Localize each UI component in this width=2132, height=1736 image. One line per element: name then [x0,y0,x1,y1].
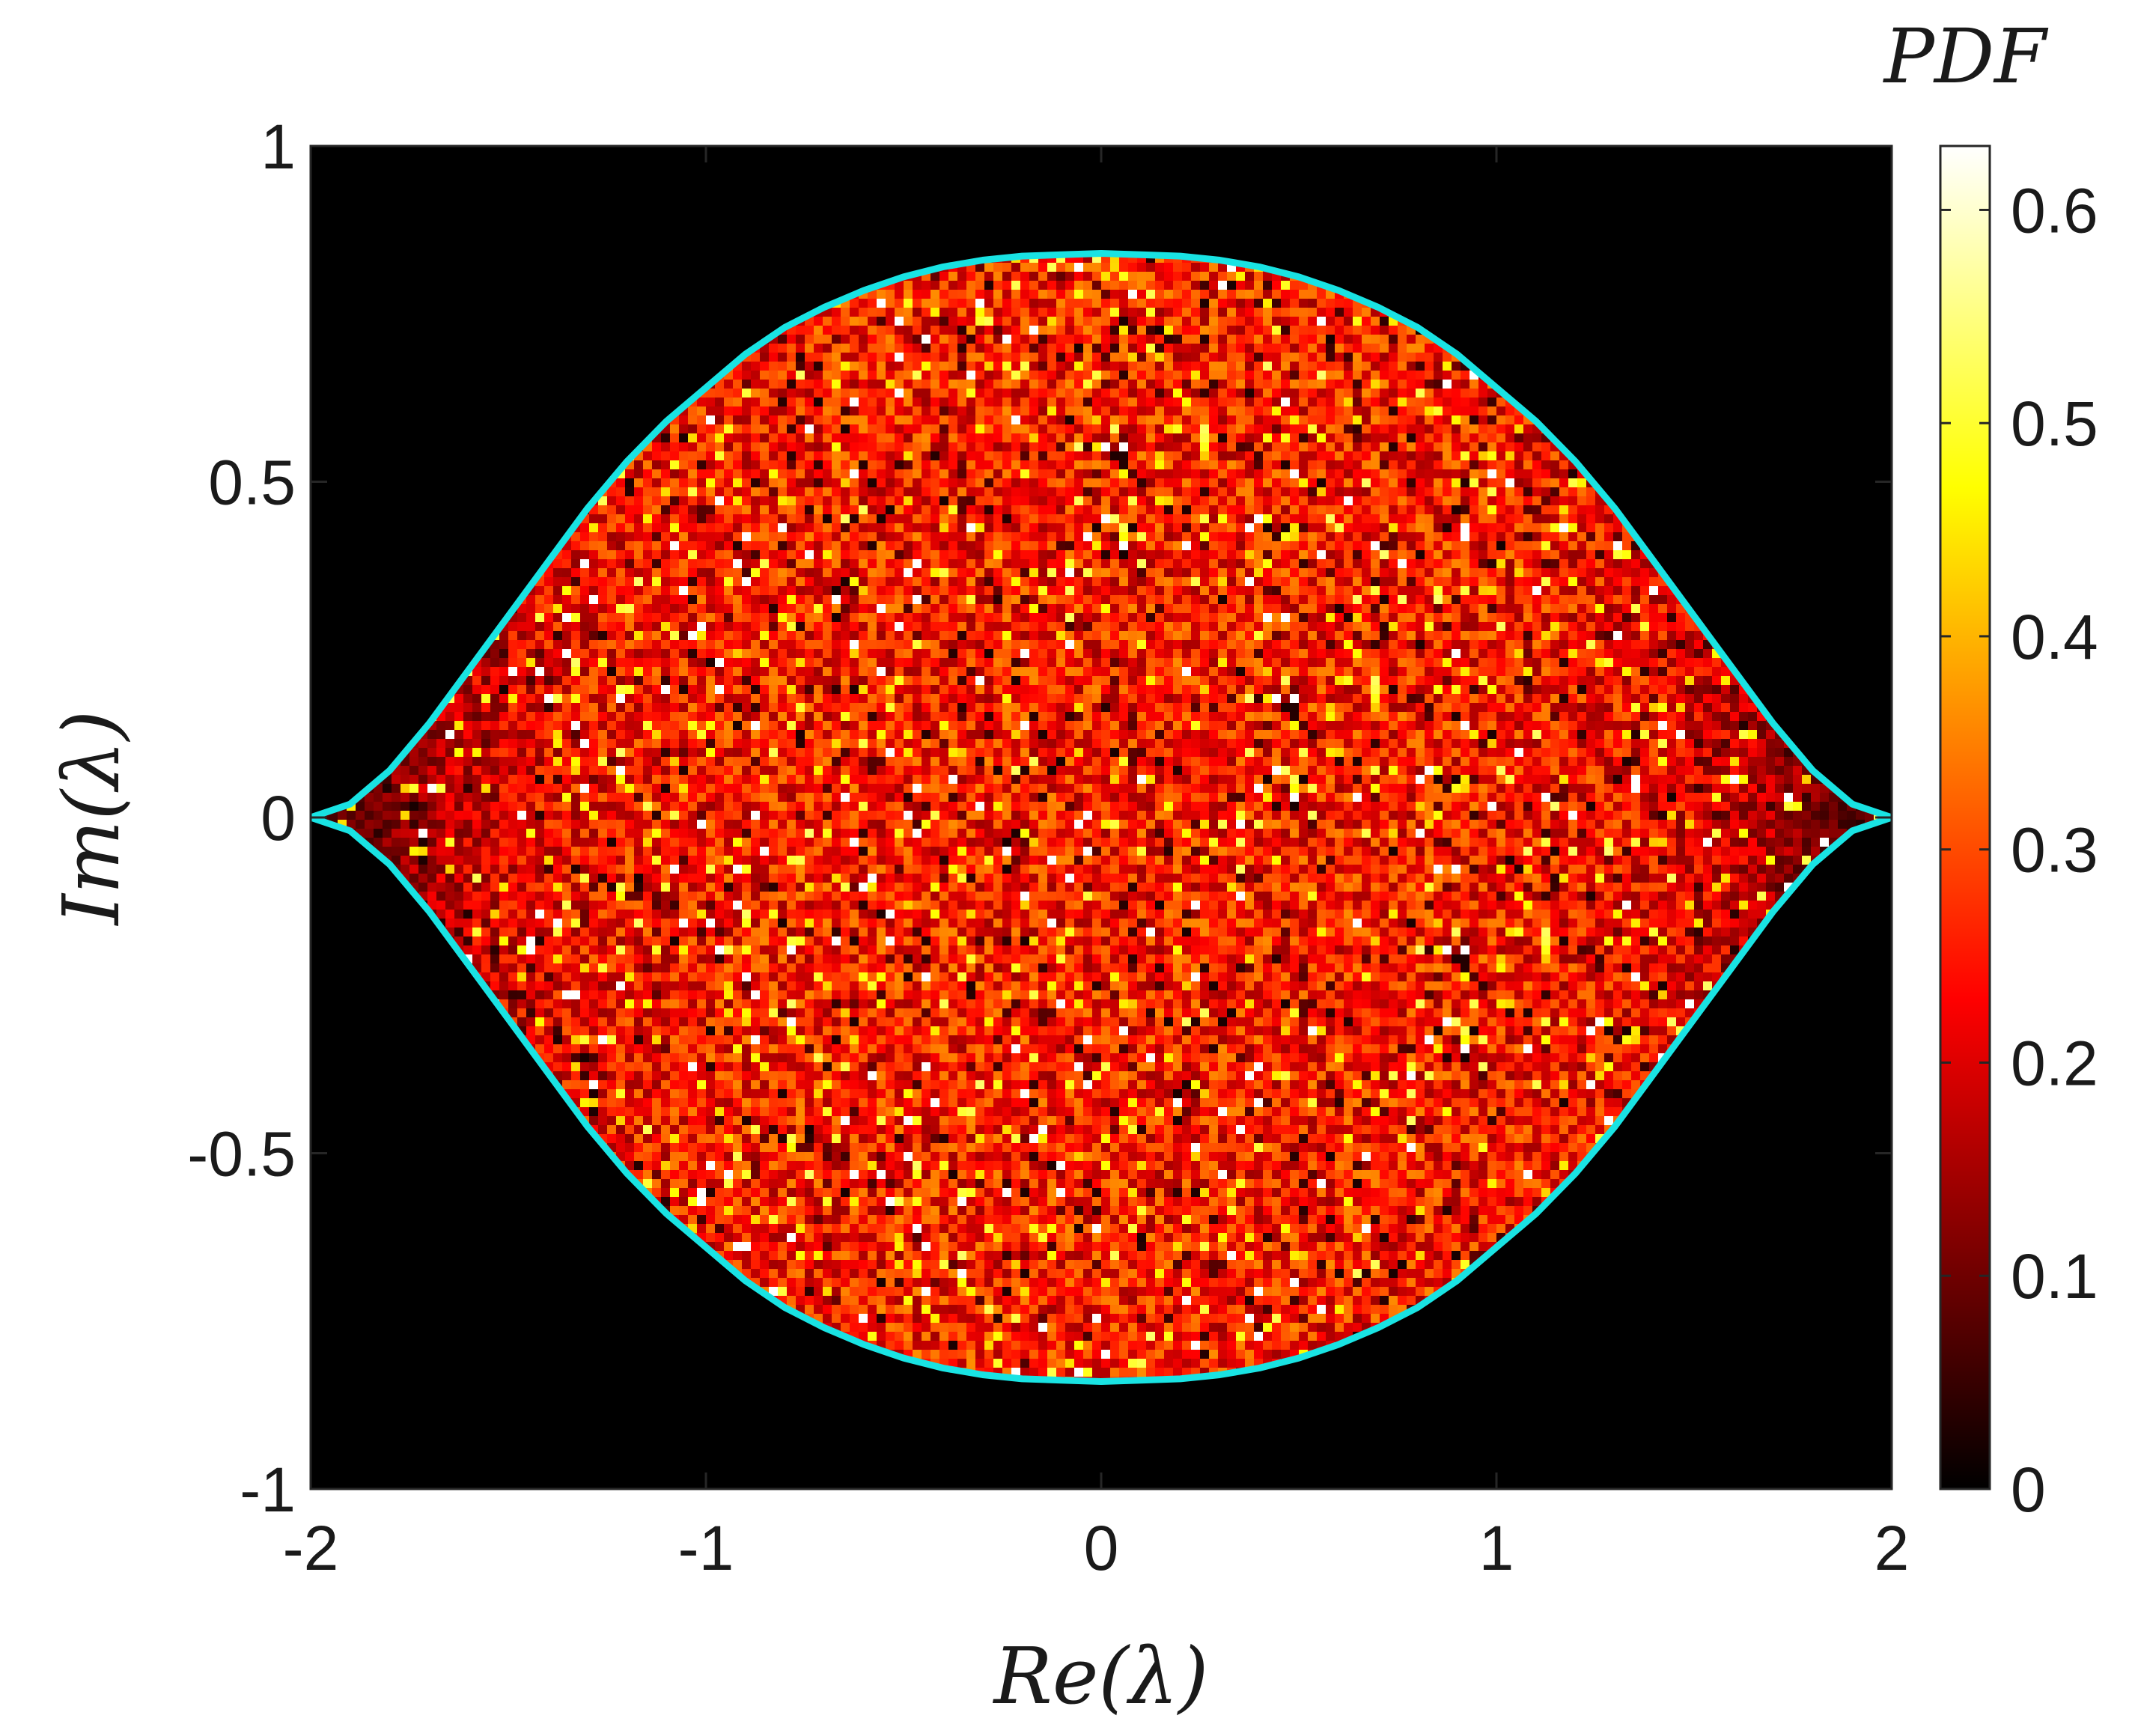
colorbar-ticks: 0 0.1 0.2 0.3 0.4 0.5 0.6 [1940,175,2098,1525]
colorbar-tick-label: 0.6 [2011,175,2098,246]
y-axis-label: Im(λ) [46,710,137,927]
colorbar-tick-label: 0 [2011,1455,2046,1525]
colorbar-tick-label: 0.5 [2011,389,2098,459]
colorbar-tick-label: 0.1 [2011,1241,2098,1312]
x-axis-label: Re(λ) [993,1630,1209,1722]
x-axis-ticks: -2 -1 0 1 2 [283,146,1910,1583]
colorbar-tick-label: 0.3 [2011,815,2098,886]
boundary-curve [311,250,1892,1385]
colorbar-tick-label: 0.2 [2011,1028,2098,1098]
colorbar-tick-label: 0.4 [2011,602,2098,672]
x-tick-label: 0 [1084,1513,1119,1583]
y-tick-label: 1 [261,112,296,182]
colorbar-title: PDF [1883,13,2049,100]
y-tick-label: 0.5 [208,448,296,518]
colorbar [1939,144,1991,1490]
y-tick-label: 0 [261,783,296,853]
x-tick-label: -1 [678,1513,734,1583]
boundary-curve-group [311,250,1892,1385]
x-tick-label: 2 [1874,1513,1910,1583]
y-tick-label: -1 [240,1455,296,1525]
y-axis-ticks: -1 -0.5 0 0.5 1 [187,112,1892,1525]
x-tick-label: 1 [1479,1513,1514,1583]
y-tick-label: -0.5 [187,1119,296,1190]
x-tick-label: -2 [283,1513,339,1583]
